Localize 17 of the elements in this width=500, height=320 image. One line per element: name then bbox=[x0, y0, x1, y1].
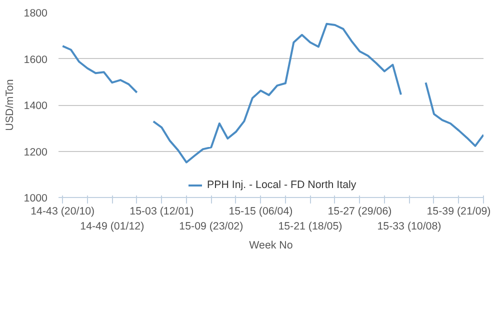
y-tick-label: 1800 bbox=[24, 8, 48, 20]
x-tick-label: 15-27 (29/06) bbox=[328, 206, 392, 218]
x-tick-label: 15-09 (23/02) bbox=[179, 220, 244, 232]
x-tick-label: 14-49 (01/12) bbox=[80, 220, 144, 232]
y-tick-label: 1600 bbox=[24, 54, 48, 66]
x-tick-label: 14-43 (20/10) bbox=[30, 206, 95, 218]
x-axis-title: Week No bbox=[249, 240, 293, 252]
y-tick-label: 1000 bbox=[24, 192, 48, 204]
legend-label: PPH Inj. - Local - FD North Italy bbox=[207, 179, 356, 191]
x-tick-label: 15-33 (10/08) bbox=[377, 220, 442, 232]
x-tick-label: 15-39 (21/09) bbox=[426, 206, 491, 218]
x-tick-label: 15-03 (12/01) bbox=[130, 206, 194, 218]
x-tick-label: 15-21 (18/05) bbox=[278, 220, 342, 232]
y-axis-title: USD/mTon bbox=[4, 79, 16, 131]
y-tick-label: 1200 bbox=[24, 146, 48, 158]
x-tick-label: 15-15 (06/04) bbox=[228, 206, 293, 218]
y-tick-label: 1400 bbox=[24, 100, 48, 112]
